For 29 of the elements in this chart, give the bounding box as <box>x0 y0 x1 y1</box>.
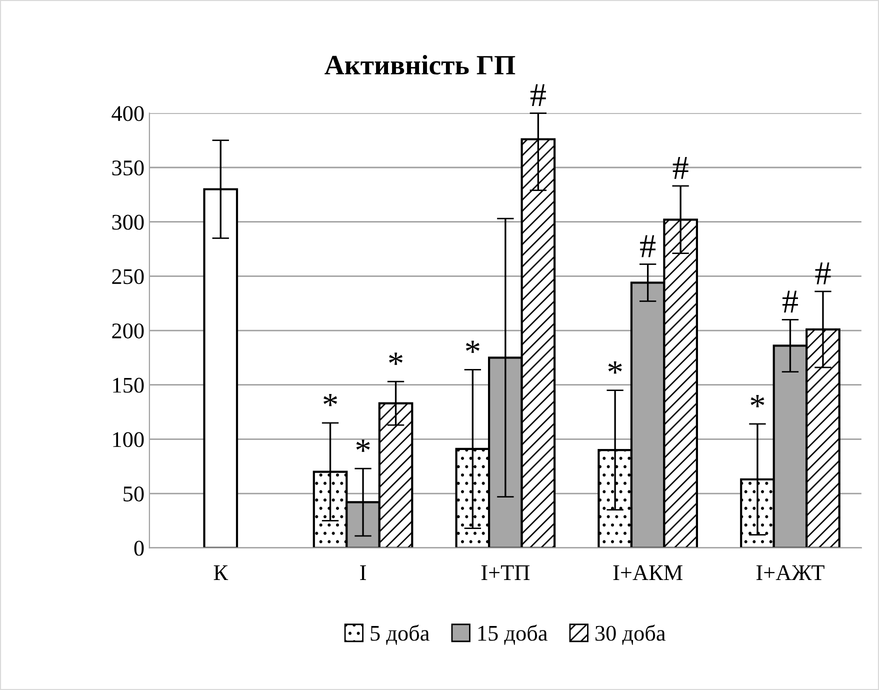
annotation: # <box>815 262 831 284</box>
y-tick-label: 250 <box>112 269 144 284</box>
annotation: * <box>324 394 338 406</box>
x-tick-label: І+АЖТ <box>756 565 824 580</box>
legend-label: 5 доба <box>370 624 430 645</box>
annotation: * <box>466 340 480 353</box>
y-tick-label: 150 <box>113 378 144 393</box>
x-tick-label: І <box>360 565 366 580</box>
y-tick-label: 50 <box>124 486 144 502</box>
x-tick-label: І+АКМ <box>613 565 682 580</box>
annotation: * <box>356 440 370 452</box>
annotation: * <box>389 352 403 365</box>
chart-title: Активність ГП <box>324 54 516 75</box>
legend-label: 30 доба <box>596 624 666 645</box>
y-tick-label: 200 <box>112 323 144 338</box>
y-tick-label: 100 <box>113 432 144 448</box>
annotation: # <box>672 157 688 179</box>
x-tick-label: К <box>214 565 228 580</box>
annotation: * <box>608 361 622 374</box>
y-tick-label: 400 <box>112 106 144 122</box>
x-tick-label: І+ТП <box>481 565 530 580</box>
y-tick-label: 0 <box>134 540 144 556</box>
annotation: # <box>640 235 656 258</box>
legend-label: 15 доба <box>478 624 548 645</box>
y-tick-label: 350 <box>112 160 144 176</box>
annotation: # <box>530 84 546 106</box>
annotation: * <box>750 395 764 408</box>
annotation: # <box>782 290 798 313</box>
y-tick-label: 300 <box>112 214 144 230</box>
